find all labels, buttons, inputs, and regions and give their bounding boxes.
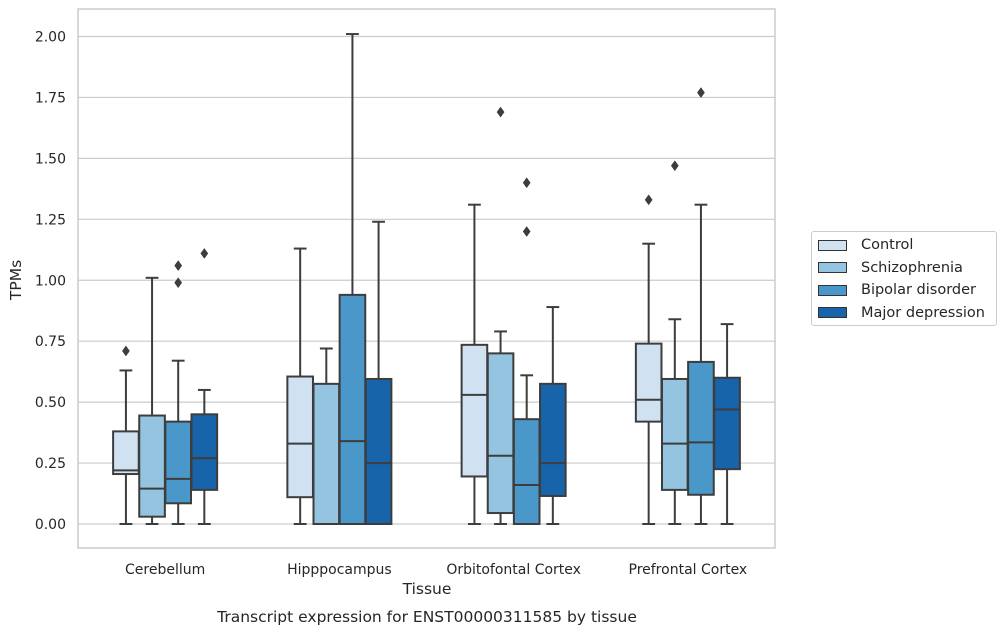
outlier-point — [174, 277, 183, 289]
box-body — [190, 413, 219, 491]
y-tick-label: 0.50 — [35, 395, 66, 411]
box-bipolar-disorder — [338, 33, 367, 525]
outlier-point — [522, 226, 531, 237]
box-body — [486, 352, 515, 515]
outlier-point — [122, 345, 130, 357]
box-body — [364, 377, 393, 525]
box-plot-layer — [112, 33, 741, 525]
box-control — [460, 203, 489, 525]
y-tick-label: 1.00 — [35, 273, 66, 289]
y-tick-label: 2.00 — [35, 30, 66, 46]
outlier-point — [697, 87, 705, 98]
legend-swatch — [818, 284, 847, 296]
x-tick-label: Hipppocampus — [287, 562, 392, 578]
chart-caption: Transcript expression for ENST0000031158… — [216, 608, 637, 626]
box-schizophrenia — [486, 106, 515, 525]
plot-frame — [77, 8, 776, 549]
x-tick-label: Cerebellum — [125, 562, 205, 578]
box-body — [164, 420, 193, 505]
box-control — [634, 194, 663, 525]
legend-swatch — [818, 262, 847, 274]
x-tick-label: Prefrontal Cortex — [629, 562, 748, 578]
box-control — [286, 247, 314, 525]
box-bipolar-disorder — [164, 260, 193, 525]
legend-item: Major depression — [818, 303, 985, 323]
box-body — [286, 375, 314, 499]
outlier-point — [496, 106, 505, 118]
box-schizophrenia — [138, 276, 166, 525]
box-body — [634, 342, 663, 423]
box-schizophrenia — [312, 347, 341, 525]
legend-label: Major depression — [861, 304, 985, 321]
legend-label: Control — [861, 237, 914, 253]
legend-item: Bipolar disorder — [818, 280, 976, 300]
legend-label: Schizophrenia — [861, 259, 963, 276]
legend-item: Control — [818, 235, 913, 255]
outlier-point — [200, 248, 209, 259]
outlier-point — [174, 260, 183, 272]
outlier-point — [670, 160, 679, 172]
outlier-point — [522, 177, 531, 189]
box-body — [112, 430, 140, 476]
y-tick-label: 0.00 — [35, 517, 66, 533]
y-tick-label: 0.75 — [35, 334, 66, 350]
y-tick-label: 1.75 — [35, 90, 66, 106]
box-control — [112, 345, 140, 525]
x-tick-labels: Cerebellum Hipppocampus Orbitofontal Corte… — [125, 562, 747, 578]
box-body — [713, 376, 741, 471]
x-tick-label: Orbitofontal Cortex — [446, 562, 581, 578]
box-body — [687, 360, 715, 496]
legend-item: Schizophrenia — [818, 258, 963, 278]
y-axis-label: TPMs — [7, 260, 25, 301]
box-bipolar-disorder — [687, 87, 715, 525]
box-body — [460, 343, 489, 478]
y-tick-label: 1.50 — [35, 151, 66, 167]
box-body — [312, 382, 341, 525]
legend: Control Schizophrenia Bipolar disorder Majo… — [811, 231, 997, 326]
legend-label: Bipolar disorder — [861, 282, 976, 299]
box-major-depression — [713, 323, 741, 525]
box-major-depression — [190, 248, 219, 525]
y-tick-labels: 0.00 0.25 0.50 0.75 1.00 1.25 1.50 1.75 2.00 — [35, 30, 66, 534]
y-tick-label: 0.25 — [35, 456, 66, 472]
y-tick-label: 1.25 — [35, 212, 66, 228]
box-body — [512, 418, 541, 525]
box-body — [660, 377, 689, 491]
box-bipolar-disorder — [512, 177, 541, 525]
outlier-point — [644, 194, 653, 206]
legend-swatch — [818, 239, 847, 251]
box-body — [138, 414, 166, 518]
box-major-depression — [539, 306, 567, 525]
box-body — [338, 293, 367, 525]
box-schizophrenia — [660, 160, 689, 525]
legend-swatch — [818, 307, 847, 319]
box-body — [539, 382, 567, 497]
x-axis-label: Tissue — [402, 580, 452, 598]
box-major-depression — [364, 220, 393, 525]
